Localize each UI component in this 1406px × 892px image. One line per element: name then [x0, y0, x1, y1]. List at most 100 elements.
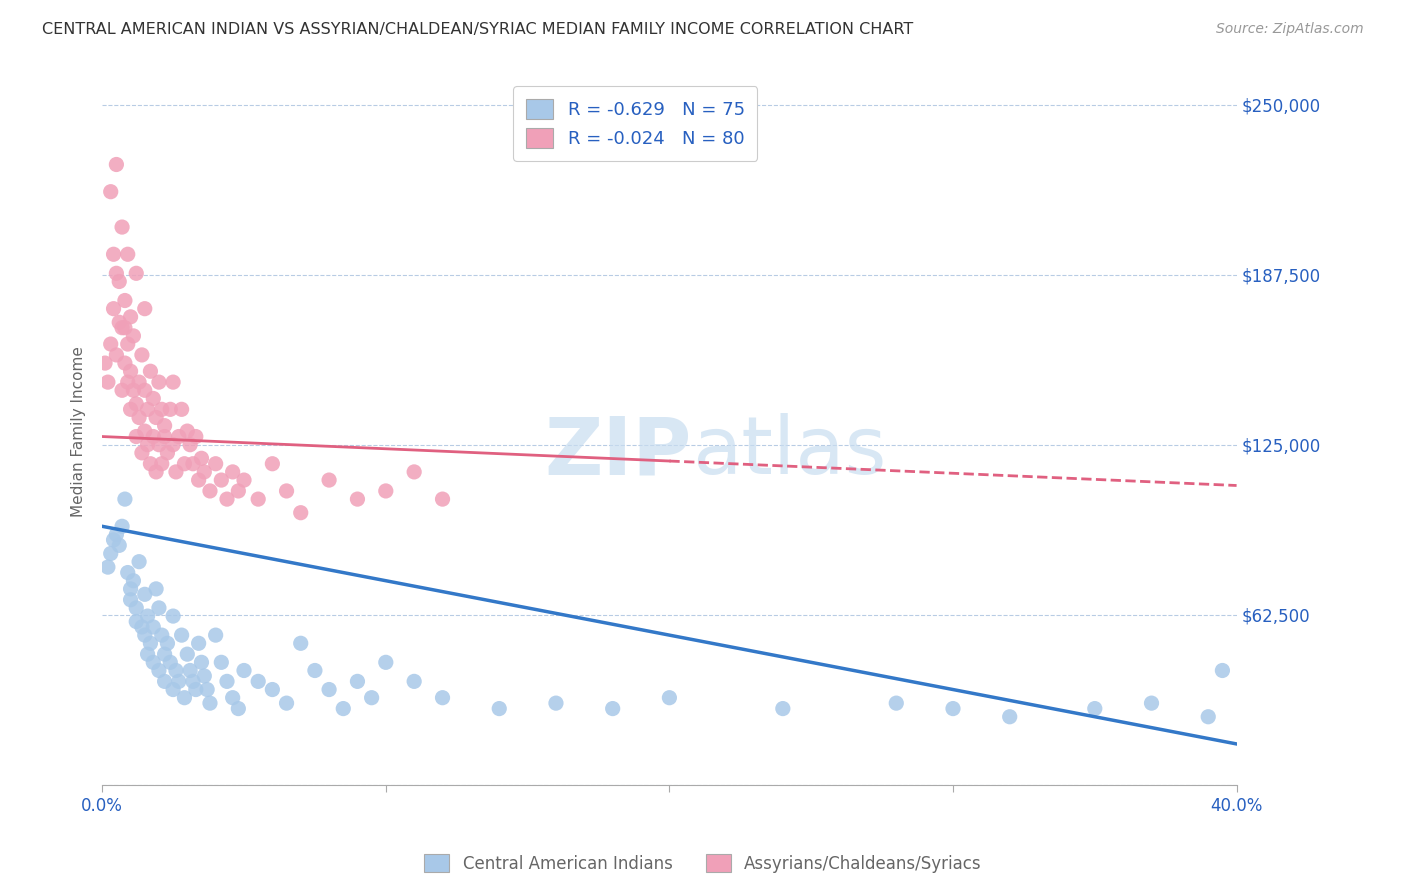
Point — [105, 348, 128, 362]
Point — [233, 664, 256, 678]
Point — [108, 315, 131, 329]
Point — [276, 483, 298, 498]
Point — [221, 465, 243, 479]
Point — [187, 473, 209, 487]
Point — [658, 690, 681, 705]
Point — [190, 656, 212, 670]
Point — [94, 356, 117, 370]
Point — [111, 220, 134, 235]
Point — [432, 690, 454, 705]
Point — [117, 337, 139, 351]
Point — [108, 275, 131, 289]
Point — [125, 601, 148, 615]
Point — [193, 465, 215, 479]
Point — [120, 402, 142, 417]
Point — [159, 656, 181, 670]
Point — [125, 266, 148, 280]
Point — [150, 457, 173, 471]
Point — [120, 364, 142, 378]
Point — [122, 574, 145, 588]
Point — [128, 555, 150, 569]
Point — [262, 457, 284, 471]
Point — [198, 696, 221, 710]
Point — [142, 620, 165, 634]
Point — [150, 402, 173, 417]
Point — [114, 320, 136, 334]
Point — [346, 492, 368, 507]
Point — [148, 601, 170, 615]
Point — [117, 566, 139, 580]
Legend: R = -0.629   N = 75, R = -0.024   N = 80: R = -0.629 N = 75, R = -0.024 N = 80 — [513, 87, 758, 161]
Point — [128, 375, 150, 389]
Point — [97, 375, 120, 389]
Point — [215, 492, 238, 507]
Point — [602, 701, 624, 715]
Point — [165, 664, 187, 678]
Point — [136, 647, 159, 661]
Point — [105, 527, 128, 541]
Point — [105, 157, 128, 171]
Point — [148, 375, 170, 389]
Point — [204, 457, 226, 471]
Point — [318, 682, 340, 697]
Point — [290, 636, 312, 650]
Point — [162, 375, 184, 389]
Point — [131, 348, 153, 362]
Point — [148, 438, 170, 452]
Point — [142, 429, 165, 443]
Point — [181, 674, 204, 689]
Point — [1197, 710, 1219, 724]
Point — [153, 647, 176, 661]
Point — [114, 356, 136, 370]
Point — [136, 438, 159, 452]
Point — [145, 465, 167, 479]
Point — [215, 674, 238, 689]
Text: atlas: atlas — [692, 413, 886, 491]
Y-axis label: Median Family Income: Median Family Income — [72, 346, 86, 516]
Point — [156, 446, 179, 460]
Point — [184, 682, 207, 697]
Point — [134, 424, 156, 438]
Point — [179, 664, 201, 678]
Point — [432, 492, 454, 507]
Point — [145, 582, 167, 596]
Text: CENTRAL AMERICAN INDIAN VS ASSYRIAN/CHALDEAN/SYRIAC MEDIAN FAMILY INCOME CORRELA: CENTRAL AMERICAN INDIAN VS ASSYRIAN/CHAL… — [42, 22, 914, 37]
Point — [304, 664, 326, 678]
Point — [134, 628, 156, 642]
Point — [162, 438, 184, 452]
Point — [103, 301, 125, 316]
Point — [162, 609, 184, 624]
Point — [111, 320, 134, 334]
Point — [125, 615, 148, 629]
Point — [247, 674, 270, 689]
Point — [139, 636, 162, 650]
Point — [404, 674, 426, 689]
Point — [120, 310, 142, 324]
Point — [122, 329, 145, 343]
Point — [167, 674, 190, 689]
Point — [153, 418, 176, 433]
Point — [170, 628, 193, 642]
Point — [176, 424, 198, 438]
Point — [276, 696, 298, 710]
Point — [233, 473, 256, 487]
Point — [156, 636, 179, 650]
Point — [1140, 696, 1163, 710]
Point — [142, 656, 165, 670]
Point — [173, 457, 195, 471]
Point — [150, 628, 173, 642]
Point — [103, 247, 125, 261]
Point — [125, 397, 148, 411]
Point — [131, 446, 153, 460]
Point — [1084, 701, 1107, 715]
Point — [136, 609, 159, 624]
Point — [209, 473, 232, 487]
Point — [111, 519, 134, 533]
Point — [290, 506, 312, 520]
Point — [884, 696, 907, 710]
Point — [159, 402, 181, 417]
Point — [134, 587, 156, 601]
Point — [139, 364, 162, 378]
Point — [167, 429, 190, 443]
Point — [100, 337, 122, 351]
